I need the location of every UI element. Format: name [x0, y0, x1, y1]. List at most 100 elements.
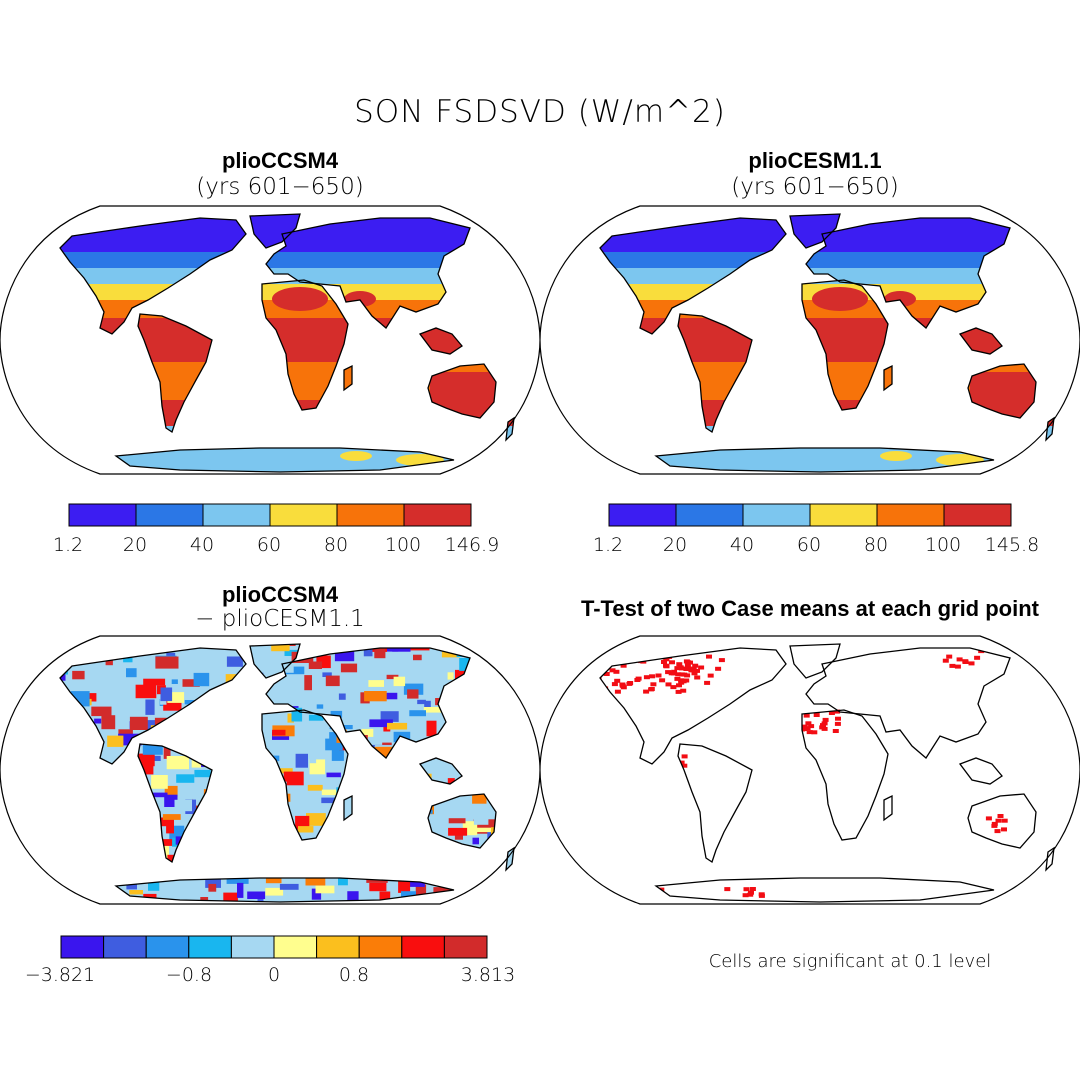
sig-cell — [995, 818, 1002, 823]
field-cell — [271, 644, 290, 652]
field-cell — [35, 644, 51, 659]
sig-cell — [835, 716, 841, 721]
field-cell — [167, 692, 185, 703]
field-cell — [321, 797, 337, 804]
coastline-eurasia — [805, 217, 1011, 329]
cb3-tick: 0.8 — [338, 964, 370, 986]
panel-1-subtitle: (yrs 601−650) — [196, 174, 364, 200]
field-cell — [529, 688, 536, 697]
field-cell — [237, 882, 244, 898]
map-frame — [540, 635, 1080, 905]
field-cell — [24, 866, 33, 872]
field-cell — [151, 775, 168, 789]
sig-cell — [675, 672, 682, 677]
field-cell — [160, 687, 173, 702]
field-cell — [307, 904, 315, 912]
sig-cell — [690, 666, 697, 671]
sig-cell — [994, 829, 1001, 834]
coastline-madagascar — [343, 794, 353, 822]
field-cell — [387, 722, 408, 730]
map-border — [0, 205, 540, 475]
field-cell — [164, 794, 178, 807]
sig-cell — [659, 678, 666, 683]
sig-cell — [676, 683, 682, 688]
sig-cell — [806, 730, 813, 735]
cb3-tick: 3.813 — [460, 964, 516, 986]
sig-cell — [681, 754, 688, 759]
field-cell — [174, 799, 192, 812]
sig-cell — [691, 671, 698, 676]
sig-cell — [681, 763, 688, 768]
field-cell — [71, 904, 94, 912]
colorbar-cell — [608, 503, 677, 527]
field-cell — [60, 673, 66, 681]
sig-cell — [749, 887, 756, 891]
field-cell — [208, 883, 217, 892]
field-patch — [812, 287, 868, 311]
field-cell — [325, 738, 343, 751]
colorbar-cell — [145, 935, 190, 959]
sig-cell — [650, 682, 657, 687]
field-cell — [135, 905, 158, 911]
field-cell — [265, 878, 282, 884]
sig-cell — [822, 717, 829, 722]
sig-cell — [968, 661, 975, 666]
colorbar-cell — [269, 503, 338, 527]
sig-cell — [643, 689, 650, 694]
sig-cell — [678, 666, 685, 671]
field-patch — [272, 287, 328, 311]
field-cell — [448, 827, 468, 836]
field-cell — [363, 644, 373, 657]
field-cell — [143, 678, 166, 686]
coastline-greenland — [249, 643, 301, 679]
colorbar-cell — [443, 935, 488, 959]
field-patch — [880, 451, 912, 461]
colorbar-1 — [68, 503, 472, 527]
field-cell — [340, 663, 358, 673]
sig-cell — [611, 682, 618, 687]
panel-3-subtitle: − plioCESM1.1 — [195, 606, 365, 632]
sig-cell — [665, 682, 672, 687]
cb2-tick: 20 — [662, 534, 688, 556]
field-cell — [364, 691, 387, 702]
sig-cell — [678, 680, 685, 685]
panel-1-title: plioCCSM4 — [221, 148, 339, 173]
colorbar-cell — [943, 503, 1012, 527]
field-cell — [101, 715, 116, 730]
field-cell — [321, 789, 339, 796]
coastline-nz — [505, 416, 515, 442]
coastline-africa — [801, 279, 889, 411]
field-cell — [382, 905, 401, 912]
field-cell — [401, 891, 416, 898]
field-cell — [16, 662, 25, 675]
sig-cell — [649, 674, 656, 679]
field-cell — [498, 655, 511, 664]
field-cell — [27, 646, 50, 661]
sig-cell — [670, 671, 677, 676]
field-cell — [279, 883, 299, 890]
field-cell — [493, 895, 514, 901]
sig-cell — [680, 688, 687, 693]
sig-cell — [985, 816, 992, 821]
field-cell — [407, 689, 419, 699]
cb2-tick: 145.8 — [984, 534, 1040, 556]
sig-cell — [758, 892, 765, 897]
field-cell — [472, 837, 479, 845]
colorbar-cell — [336, 503, 405, 527]
field-cell — [442, 806, 458, 816]
colorbar-cell — [230, 935, 275, 959]
field-cell — [15, 886, 34, 896]
field-cell — [176, 774, 195, 783]
field-cell — [436, 904, 457, 912]
sig-cell — [942, 658, 949, 663]
field-cell — [490, 894, 513, 902]
sig-cell — [674, 676, 681, 681]
field-cell — [465, 902, 483, 910]
field-cell — [338, 693, 346, 700]
field-cell — [135, 684, 157, 699]
field-cell — [409, 710, 426, 717]
sig-cell — [828, 711, 835, 715]
sig-cell — [707, 673, 714, 678]
map-frame — [0, 635, 540, 912]
sig-cell — [661, 660, 667, 664]
